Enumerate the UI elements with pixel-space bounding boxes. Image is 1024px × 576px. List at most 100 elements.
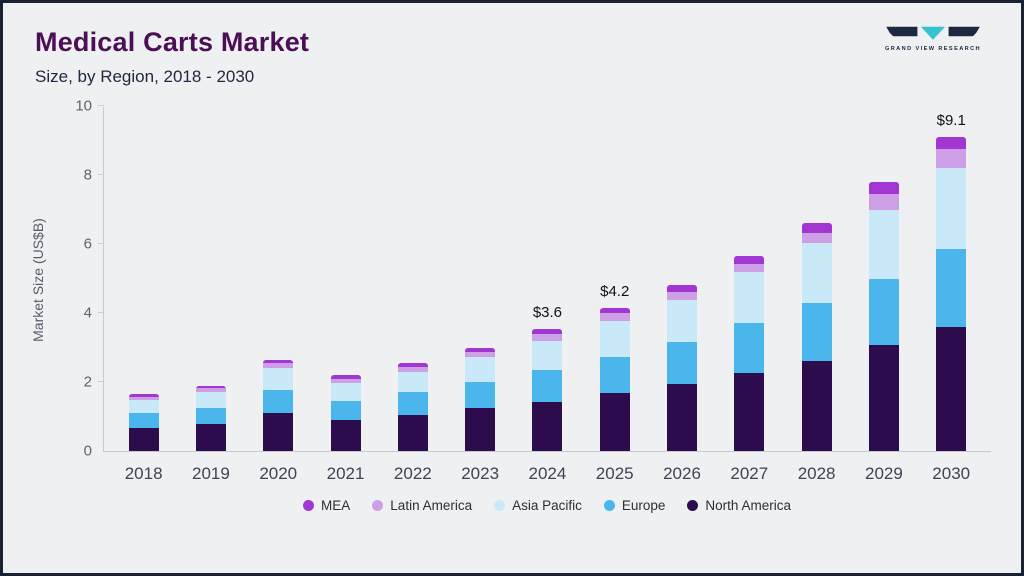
logo-right-shape (948, 26, 980, 37)
legend-swatch (372, 500, 384, 511)
y-tick-mark (98, 381, 104, 382)
y-axis-title: Market Size (US$B) (30, 217, 47, 342)
logo-triangle-icon (920, 26, 946, 40)
y-tick-mark (98, 312, 104, 313)
legend-item-mea: MEA (303, 498, 350, 513)
x-axis-label: 2018 (124, 464, 163, 483)
bar-segment-latin-america (465, 351, 496, 358)
x-axis-label: 2028 (797, 464, 836, 483)
bar-segment-mea (465, 347, 496, 352)
bar-segment-europe (195, 407, 226, 425)
bar-group-2026: 2026 (663, 107, 701, 483)
legend-swatch (494, 500, 506, 511)
y-tick-label: 2 (83, 373, 92, 391)
bar-stack (868, 181, 899, 451)
data-label: $4.2 (600, 282, 630, 300)
chart-subtitle: Size, by Region, 2018 - 2030 (35, 67, 255, 86)
bar-stack (465, 347, 496, 451)
bar-segment-mea (667, 285, 698, 292)
x-axis-label: 2022 (393, 464, 432, 483)
y-tick-label: 6 (83, 235, 92, 253)
bar-group-2021: 2021 (327, 107, 364, 483)
legend-swatch (603, 500, 615, 511)
bar-segment-europe (936, 249, 967, 327)
bar-segment-asia-pacific (868, 209, 899, 279)
y-tick-label: 10 (75, 97, 92, 115)
legend-label: North America (705, 498, 791, 513)
legend-label: Latin America (390, 498, 473, 513)
bar-group-2025: $4.2 2025 (596, 107, 634, 483)
bar-segment-europe (868, 278, 899, 345)
bar-segment-latin-america (936, 149, 967, 169)
bar-segment-north-america (128, 427, 159, 451)
bar-segment-europe (330, 400, 361, 420)
bar-segment-mea (868, 181, 899, 194)
y-tick-mark (98, 243, 104, 244)
bar-segment-europe (128, 413, 159, 428)
bar-segment-latin-america (868, 194, 899, 210)
y-tick-label: 0 (83, 442, 92, 460)
bar-segment-north-america (330, 419, 361, 451)
bar-stack (801, 223, 832, 451)
legend: MEA Latin America Asia Pacific Europe North … (103, 498, 991, 513)
bar-segment-europe (801, 302, 832, 361)
plot-column: 0 2 4 6 8 10 2018 2019 2020 2021 2022 2023 $3.6 2024 $… (55, 98, 991, 513)
bar-segment-latin-america (667, 292, 698, 301)
bar-stack (532, 328, 563, 451)
bar-segment-north-america (936, 326, 967, 451)
bar-segment-asia-pacific (465, 357, 496, 382)
bar-segment-north-america (868, 344, 899, 451)
bar-segment-mea (936, 137, 967, 150)
bar-stack (263, 359, 294, 451)
plot-area: 0 2 4 6 8 10 2018 2019 2020 2021 2022 2023 $3.6 2024 $… (75, 98, 991, 483)
bar-segment-mea (801, 223, 832, 233)
bar-segment-mea (195, 385, 226, 389)
x-axis-label: 2021 (326, 464, 365, 483)
y-tick-label: 8 (83, 166, 92, 184)
bar-segment-mea (734, 256, 765, 264)
bar-segment-asia-pacific (801, 243, 832, 303)
x-axis-label: 2027 (730, 464, 769, 483)
bar-segment-asia-pacific (734, 271, 765, 324)
data-label: $9.1 (936, 112, 966, 130)
x-axis-label: 2024 (528, 464, 567, 483)
bar-group-2024: $3.6 2024 (529, 107, 567, 483)
bar-stack (128, 394, 159, 451)
bar-segment-europe (397, 392, 428, 415)
bar-segment-asia-pacific (667, 300, 698, 342)
bar-group-2019: 2019 (192, 107, 230, 483)
y-tick-mark (98, 105, 104, 106)
bar-segment-latin-america (330, 378, 361, 384)
y-axis-title-column: Market Size (US$B) (21, 107, 55, 452)
legend-label: Asia Pacific (512, 498, 582, 513)
bar-stack (397, 363, 428, 451)
bar-segment-mea (263, 359, 294, 364)
bar-segment-latin-america (195, 388, 226, 393)
bar-segment-asia-pacific (195, 392, 226, 408)
legend-swatch (687, 500, 699, 511)
x-axis-label: 2030 (932, 464, 971, 483)
legend-label: Europe (621, 498, 666, 513)
y-tick-mark (98, 174, 104, 175)
bar-segment-mea (330, 375, 361, 379)
bar-stack (734, 256, 765, 451)
bar-segment-europe (263, 389, 294, 414)
bar-group-2028: 2028 (798, 107, 836, 483)
bar-stack (936, 137, 967, 451)
bar-segment-latin-america (397, 366, 428, 372)
legend-item-latin-america: Latin America (372, 498, 472, 513)
bar-segment-north-america (397, 414, 428, 451)
bar-segment-north-america (667, 383, 698, 451)
bar-segment-north-america (734, 373, 765, 451)
bar-group-2020: 2020 (259, 107, 297, 483)
bar-segment-latin-america (801, 233, 832, 244)
x-axis-label: 2020 (259, 464, 298, 483)
bar-segment-asia-pacific (128, 399, 159, 414)
bar-group-2030: $9.1 2030 (932, 107, 970, 483)
bar-group-2022: 2022 (394, 107, 432, 483)
bar-segment-latin-america (734, 263, 765, 272)
bar-segment-europe (465, 382, 496, 408)
header: Medical Carts Market Size, by Region, 20… (3, 3, 1021, 87)
x-axis-label: 2023 (461, 464, 500, 483)
bar-stack (330, 375, 361, 451)
